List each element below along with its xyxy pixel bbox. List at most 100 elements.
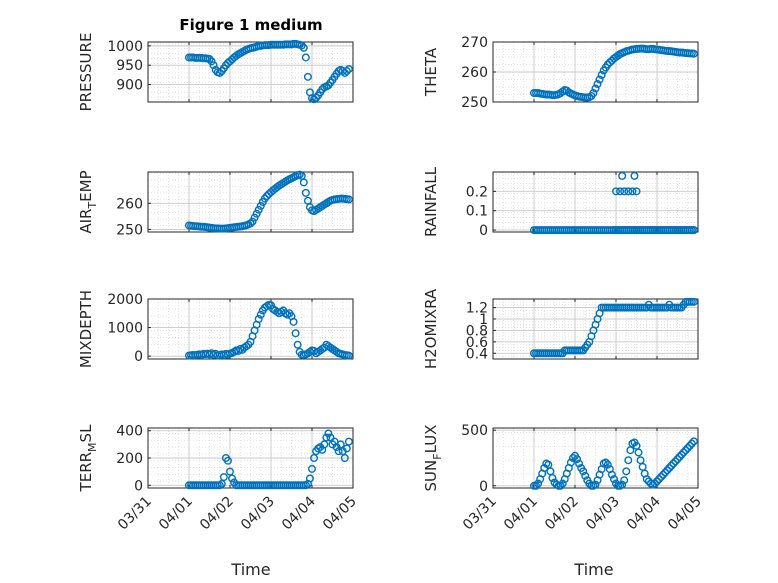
data-point (669, 459, 678, 468)
subplot-3: 250 260 AIRTEMP (77, 170, 354, 238)
data-point (616, 187, 625, 196)
x-tick-label: 03/31 (115, 494, 155, 534)
data-point (250, 213, 259, 222)
data-point (593, 79, 602, 88)
data-point (223, 456, 232, 465)
y-axis-label: MIXDEPTH (77, 290, 95, 368)
data-point (675, 452, 684, 461)
data-point (609, 475, 618, 484)
y-tick-label: 0.8 (466, 323, 488, 339)
data-point (344, 195, 353, 204)
y-tick-label: 1000 (107, 39, 143, 55)
y-tick-label: 1 (479, 312, 488, 328)
data-point (297, 41, 306, 50)
data-point (655, 475, 664, 484)
y-tick-label: 900 (116, 78, 143, 94)
axes-box (147, 41, 354, 103)
data-point (254, 315, 263, 324)
data-point (634, 448, 643, 457)
data-point (252, 209, 261, 218)
data-point (681, 446, 690, 455)
data-point (299, 43, 308, 52)
data-point (566, 458, 575, 467)
y-tick-label: 200 (116, 451, 143, 467)
data-point (622, 467, 631, 476)
data-point (219, 473, 228, 482)
data-point (689, 226, 698, 235)
data-point (326, 433, 335, 442)
subplot-1: 900 950 1000 PRESSURE (77, 33, 354, 111)
data-point (614, 51, 623, 60)
x-axis-label-left: Time (230, 560, 270, 579)
x-tick-label: 04/04 (279, 493, 319, 533)
subplot-7: 0 200 400 TERRMSL 03/31 04/01 04/02 04/03 04/04 0… (77, 424, 360, 534)
y-axis-label: RAINFALL (422, 166, 440, 237)
data-point (312, 93, 321, 102)
subplot-4: 0 0.1 0.2 RAINFALL (422, 166, 699, 239)
data-point (620, 187, 629, 196)
data-point (334, 447, 343, 456)
x-tick-label: 04/01 (156, 494, 196, 534)
x-axis-label-right: Time (573, 560, 613, 579)
data-point (687, 439, 696, 448)
data-point (657, 472, 666, 481)
data-point (589, 88, 598, 97)
data-point (689, 49, 698, 58)
data-point (677, 450, 686, 459)
data-point (632, 187, 641, 196)
x-tick-label: 04/03 (238, 494, 278, 534)
x-tick-label: 04/04 (624, 493, 664, 533)
axes-box (492, 298, 699, 360)
data-point (320, 440, 329, 449)
data-point (650, 479, 659, 488)
data-point (344, 351, 353, 360)
data-point (556, 481, 565, 490)
y-tick-label: 260 (116, 196, 143, 212)
data-point (248, 217, 257, 226)
y-tick-label: 260 (461, 65, 488, 81)
data-point (620, 476, 629, 485)
data-point (642, 475, 651, 484)
y-tick-label: 400 (116, 424, 143, 440)
data-point (534, 479, 543, 488)
subplot-5: 0 1000 2000 MIXDEPTH (77, 290, 354, 368)
data-point (630, 171, 639, 180)
y-axis-label: THETA (422, 47, 440, 97)
data-point (344, 437, 353, 446)
y-tick-label: 1.2 (466, 301, 488, 317)
data-point (671, 457, 680, 466)
y-tick-label: 250 (116, 222, 143, 238)
subplot-8: 0 500 SUNFLUX 03/31 04/01 04/02 04/03 04/04 04/0… (422, 423, 705, 533)
data-point (342, 444, 351, 453)
y-tick-label: 1000 (107, 321, 143, 337)
data-point (618, 480, 627, 489)
data-point (293, 340, 302, 349)
data-point (303, 72, 312, 81)
data-point (618, 171, 627, 180)
data-point (256, 310, 265, 319)
data-point (579, 467, 588, 476)
data-point (597, 70, 606, 79)
data-point (591, 84, 600, 93)
x-tick-label: 04/01 (501, 494, 541, 534)
data-point (595, 75, 604, 84)
y-tick-label: 950 (116, 58, 143, 74)
y-tick-label: 0 (479, 479, 488, 495)
axes-box (147, 171, 354, 233)
y-tick-label: 250 (461, 95, 488, 111)
data-point (299, 178, 308, 187)
y-tick-label: 0 (134, 478, 143, 494)
data-point (548, 474, 557, 483)
data-point (305, 474, 314, 483)
data-point (673, 455, 682, 464)
data-point (301, 53, 310, 62)
data-point (532, 481, 541, 490)
y-axis-label: SUNFLUX (422, 425, 444, 492)
y-tick-label: 0.6 (466, 335, 488, 351)
data-point (217, 479, 226, 488)
data-point (291, 329, 300, 338)
data-point (340, 454, 349, 463)
data-point (581, 471, 590, 480)
data-point (254, 205, 263, 214)
data-point (612, 187, 621, 196)
